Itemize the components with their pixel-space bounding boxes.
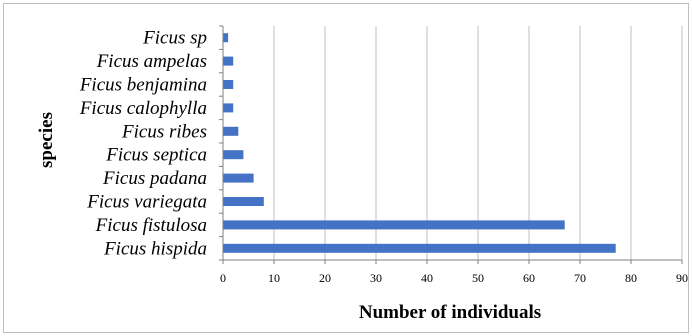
x-tick-label: 20 [319,271,331,285]
category-label: Ficus ribes [121,121,207,142]
y-axis-title: species [36,112,57,168]
bar-ficus-calophylla [223,103,234,113]
bar-ficus-hispida [223,243,616,253]
x-tick-labels: 0 10 20 30 40 50 60 70 80 90 [220,260,688,285]
category-label: Ficus ampelas [96,51,207,72]
x-tick-label: 30 [370,271,382,285]
category-label: Ficus sp [142,28,207,49]
bar-ficus-fistulosa [223,220,565,230]
x-tick-label: 0 [220,271,226,285]
chart-frame [3,3,689,333]
bar-ficus-padana [223,173,254,183]
axes [219,25,682,261]
bar-ficus-septica [223,150,244,160]
category-label: Ficus variegata [86,192,207,213]
bar-ficus-benjamina [223,80,234,89]
bar-ficus-sp [223,33,229,43]
bars [223,33,616,253]
x-tick-label: 70 [574,271,586,285]
x-tick-label: 40 [421,271,433,285]
bar-ficus-ribes [223,126,239,136]
x-tick-label: 60 [523,271,535,285]
bar-ficus-variegata [223,197,264,206]
x-tick-label: 90 [676,271,688,285]
x-axis-title: Number of individuals [359,302,541,323]
category-label: Ficus padana [102,168,207,189]
bar-ficus-ampelas [223,56,234,66]
x-tick-label: 80 [625,271,637,285]
category-label: Ficus fistulosa [95,215,207,236]
x-tick-label: 10 [268,271,280,285]
category-label: Ficus septica [105,145,207,166]
category-label: Ficus benjamina [79,75,207,96]
category-label: Ficus calophylla [79,98,207,119]
x-tick-label: 50 [472,271,484,285]
category-label: Ficus hispida [103,238,207,259]
